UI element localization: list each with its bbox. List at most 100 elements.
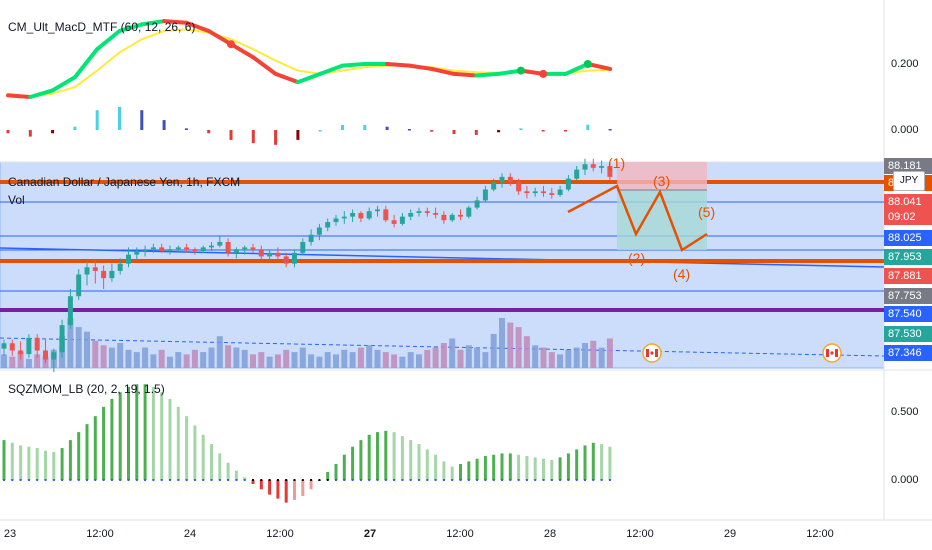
squeeze-dot (202, 479, 205, 481)
candle-body (499, 176, 505, 183)
squeeze-dot (476, 479, 479, 481)
squeeze-dot (11, 479, 14, 481)
currency-button[interactable]: JPY (893, 171, 925, 191)
event-flag-icon[interactable] (642, 343, 662, 363)
time-axis-label: 12:00 (806, 528, 834, 540)
momentum-bar (160, 392, 164, 480)
squeeze-dot (501, 479, 503, 481)
volume-bar (17, 352, 24, 368)
momentum-bar (359, 440, 363, 480)
volume-bar (465, 345, 472, 368)
squeeze-dot (218, 479, 221, 481)
momentum-bar (459, 464, 462, 480)
momentum-bar (500, 453, 504, 480)
wave-label-2[interactable]: (2) (628, 250, 646, 266)
volume-bar (416, 354, 422, 368)
squeeze-dot (152, 479, 155, 481)
volume-bar (590, 340, 597, 368)
volume-bar (183, 354, 190, 368)
elliott-wave-path[interactable] (567, 184, 708, 252)
time-axis-label: 28 (543, 528, 557, 540)
macd-line-segment (251, 55, 278, 76)
squeeze-dot (86, 479, 88, 481)
candle-body (358, 213, 364, 219)
volume-bar (250, 354, 256, 368)
wave-label-5[interactable]: (5) (698, 204, 716, 220)
candle-body (557, 189, 563, 195)
position-stop-zone[interactable] (617, 162, 707, 190)
squeeze-dot (318, 479, 321, 481)
volume-bar (34, 354, 41, 368)
candle-body (150, 247, 156, 250)
momentum-bar (35, 448, 39, 480)
volume-bar (457, 349, 464, 368)
momentum-bar (176, 406, 180, 480)
volume-bar (333, 354, 339, 368)
momentum-bar (417, 444, 421, 480)
candle-body (233, 249, 239, 253)
squeeze-dot (127, 479, 130, 481)
momentum-bar (550, 460, 554, 480)
squeeze-dot (434, 479, 437, 481)
macd-pane-title[interactable]: CM_Ult_MacD_MTF (60, 12, 26, 6) (8, 20, 196, 34)
squeeze-dot (243, 479, 246, 481)
momentum-bar (583, 445, 587, 480)
squeeze-dot (110, 479, 113, 481)
momentum-bar (44, 450, 47, 480)
momentum-bar (127, 386, 130, 480)
candle-body (300, 241, 306, 253)
macd-histogram (6, 106, 612, 145)
candle-body (308, 234, 314, 242)
volume-bar (108, 347, 115, 368)
momentum-bar (483, 456, 487, 480)
macd-histogram-bar (140, 110, 144, 130)
volume-bar (440, 343, 447, 368)
macd-histogram-bar (452, 130, 456, 134)
event-flag-icon[interactable] (822, 343, 842, 363)
momentum-bar (450, 466, 454, 480)
squeeze-dot (310, 479, 313, 481)
momentum-bar (10, 442, 14, 480)
wave-label-4[interactable]: (4) (673, 266, 691, 282)
squeeze-dot (169, 479, 171, 481)
momentum-bar (508, 453, 512, 480)
macd-axis-tick: 0.200 (891, 58, 919, 70)
volume-bar (200, 352, 207, 368)
main-pane-title[interactable]: Canadian Dollar / Japanese Yen, 1h, FXCM (8, 175, 241, 189)
volume-bar (233, 347, 240, 368)
momentum-bar (367, 434, 371, 480)
sqz-pane-title[interactable]: SQZMOM_LB (20, 2, 19, 1.5) (8, 382, 165, 396)
volume-pane-title[interactable]: Vol (8, 193, 25, 207)
candle-body (267, 252, 273, 257)
volume-bar (1, 354, 7, 368)
macd-line-segment (318, 63, 345, 76)
wave-label-1[interactable]: (1) (608, 155, 626, 171)
macd-line-segment (184, 20, 211, 33)
candle-body (375, 209, 380, 212)
candle-body (424, 211, 430, 214)
macd-histogram-bar (474, 130, 478, 135)
volume-bar (167, 356, 173, 368)
candle-body (175, 247, 181, 250)
candle-body (316, 227, 322, 235)
momentum-bar (268, 480, 272, 495)
macd-line-segment (139, 19, 167, 27)
volume-bar (216, 336, 223, 368)
squeeze-dot (351, 479, 354, 481)
candle-body (200, 247, 206, 252)
wave-label-3[interactable]: (3) (653, 173, 671, 189)
volume-bar (499, 318, 505, 368)
macd-axis-tick: 0.000 (891, 124, 919, 136)
squeeze-dot (384, 479, 387, 481)
macd-line-segment (229, 42, 256, 60)
momentum-bar (259, 480, 263, 490)
squeeze-dot (276, 479, 279, 481)
candle-body (408, 213, 414, 217)
trend-line[interactable] (0, 247, 885, 268)
squeeze-dot (567, 479, 570, 481)
candle-body (26, 337, 32, 355)
volume-bar (100, 345, 107, 368)
squeeze-dot (19, 479, 22, 481)
volume-bar (84, 331, 90, 368)
candle-body (458, 214, 463, 217)
